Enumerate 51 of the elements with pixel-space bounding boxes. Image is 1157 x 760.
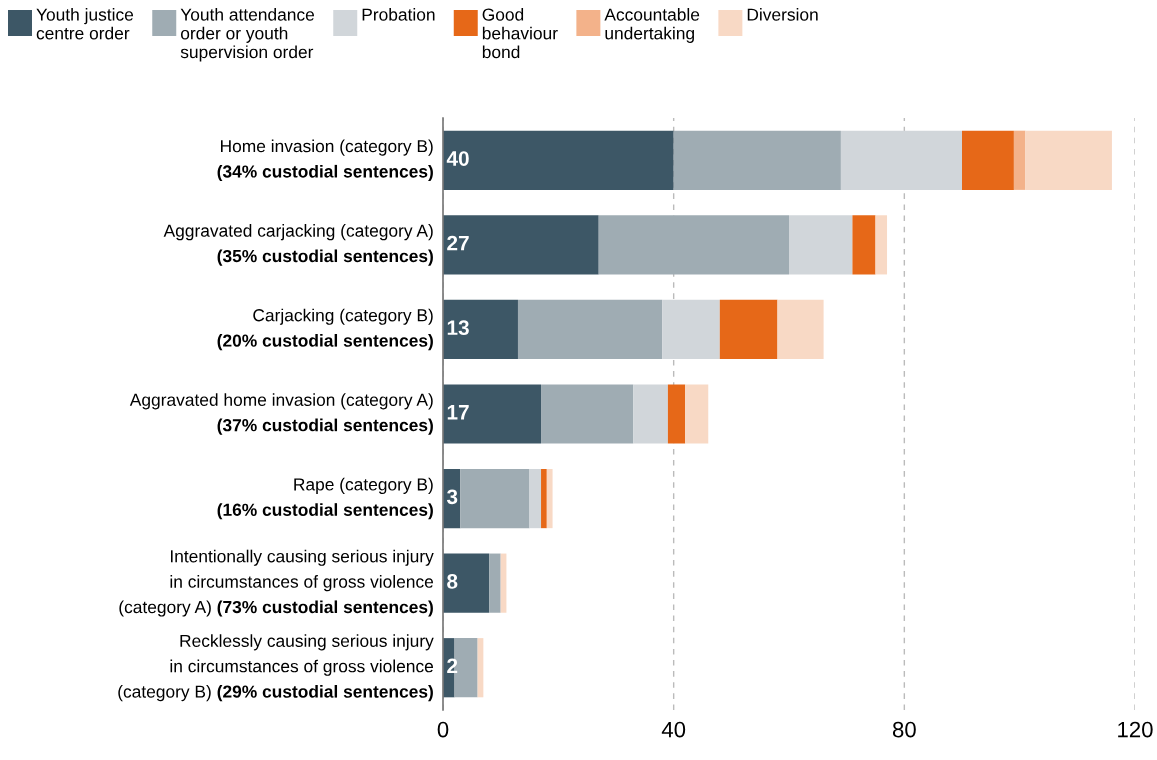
- data-label: 17: [447, 405, 469, 420]
- bar: [667, 384, 686, 444]
- y-tick-label: Home invasion (category B) (34% custodial sentences): [217, 139, 433, 182]
- bar: [875, 215, 888, 275]
- bar: [673, 130, 841, 190]
- x-tick-label: 0: [437, 721, 449, 738]
- bar: [962, 130, 1014, 190]
- bar: [777, 299, 824, 360]
- bar: [443, 384, 542, 444]
- bar: [443, 553, 490, 613]
- legend-label: Good behaviour bond: [482, 8, 558, 59]
- bar: [840, 130, 962, 190]
- y-tick-label: Carjacking (category B) (20% custodial sentences): [217, 308, 433, 351]
- data-label: 3: [446, 489, 458, 505]
- bar: [598, 215, 789, 275]
- bar: [443, 299, 518, 360]
- bar: [662, 299, 720, 360]
- bar: [546, 468, 553, 529]
- y-tick-label: Aggravated carjacking (category A) (35% custodial sentences): [163, 224, 433, 266]
- bar: [489, 553, 501, 613]
- y-tick-label: Aggravated home invasion (category A) (37% custodial sentences): [129, 393, 433, 435]
- bar: [633, 384, 668, 444]
- bar: [541, 468, 547, 529]
- bar: [529, 468, 542, 529]
- legend-label: Accountable undertaking: [604, 8, 700, 43]
- bar: [541, 384, 634, 444]
- data-label: 2: [447, 658, 458, 674]
- y-tick-label: Rape (category B) (16% custodial sentences): [217, 477, 433, 520]
- x-tick-label: 40: [661, 721, 686, 738]
- x-tick-label: 80: [892, 721, 916, 738]
- legend-label: Youth justice centre order: [36, 8, 134, 40]
- bar: [789, 215, 853, 275]
- bar: [443, 215, 599, 275]
- data-label: 27: [447, 235, 469, 251]
- data-label: 8: [447, 573, 458, 589]
- bar: [852, 215, 876, 275]
- bar: [1025, 130, 1112, 190]
- y-tick-label: Recklessly causing serious injury in circumstances of gross violence (category B) (29% custodial sentences): [118, 634, 434, 702]
- y-tick-label: Intentionally causing serious injury in circumstances of gross violence (category A) (73% custodial sentences): [119, 549, 434, 617]
- bar: [719, 299, 778, 360]
- bar: [1013, 130, 1026, 190]
- x-tick-label: 120: [1118, 721, 1153, 738]
- legend-label: Diversion: [747, 8, 818, 21]
- data-label: 40: [446, 151, 469, 166]
- legend-label: Youth attendance order or youth supervision order: [180, 8, 314, 62]
- bar: [460, 468, 530, 529]
- bar: [517, 299, 663, 360]
- legend-label: Probation: [362, 8, 435, 21]
- bar: [443, 130, 674, 190]
- data-label: 13: [447, 320, 469, 336]
- bar: [685, 384, 709, 444]
